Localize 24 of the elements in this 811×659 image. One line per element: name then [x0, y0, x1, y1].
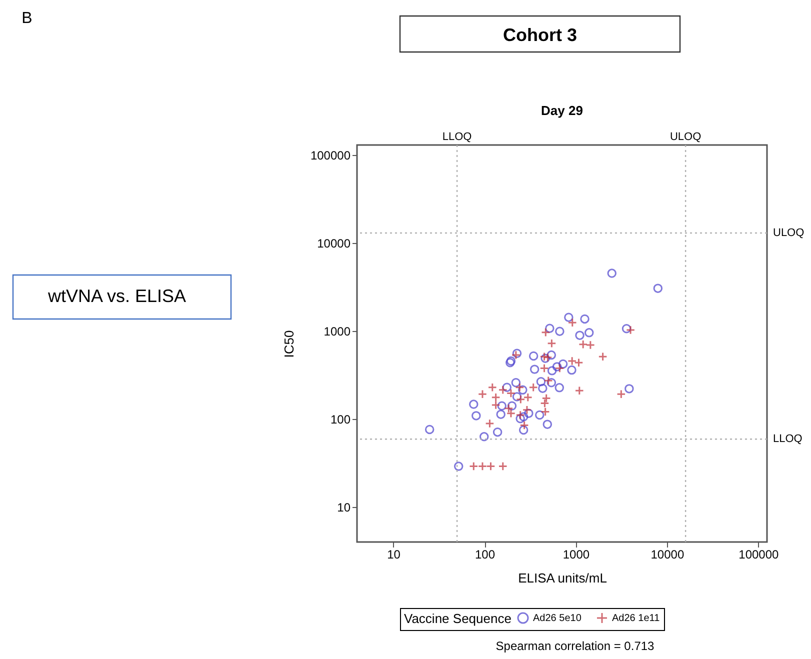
y-axis-title: IC50 [281, 330, 296, 358]
y-tick-label: 1000 [324, 324, 351, 339]
legend-label: Ad26 5e10 [533, 613, 582, 624]
text: Cohort 3 [503, 25, 577, 45]
text: Spearman correlation = 0.713 [496, 639, 655, 653]
ref-line-label: ULOQ [773, 226, 805, 239]
ref-line-label: ULOQ [670, 131, 702, 143]
y-tick-label: 10000 [317, 236, 351, 251]
text: B [22, 10, 32, 27]
ref-line-label: LLOQ [773, 433, 803, 446]
x-axis-title: ELISA units/mL [518, 570, 607, 586]
ref-line-label: LLOQ [442, 131, 472, 143]
chart-title: Day 29 [541, 103, 583, 118]
y-tick-label: 100 [330, 412, 351, 426]
x-tick-label: 10000 [650, 548, 684, 562]
x-tick-label: 10 [387, 548, 401, 562]
y-tick-label: 100000 [310, 148, 351, 163]
legend-title: Vaccine Sequence [404, 611, 512, 626]
x-tick-label: 1000 [562, 548, 590, 562]
x-tick-label: 100 [475, 548, 496, 562]
text: wtVNA vs. ELISA [46, 286, 186, 306]
y-tick-label: 10 [337, 500, 351, 514]
legend-label: Ad26 1e11 [612, 613, 660, 624]
x-tick-label: 100000 [738, 548, 780, 562]
